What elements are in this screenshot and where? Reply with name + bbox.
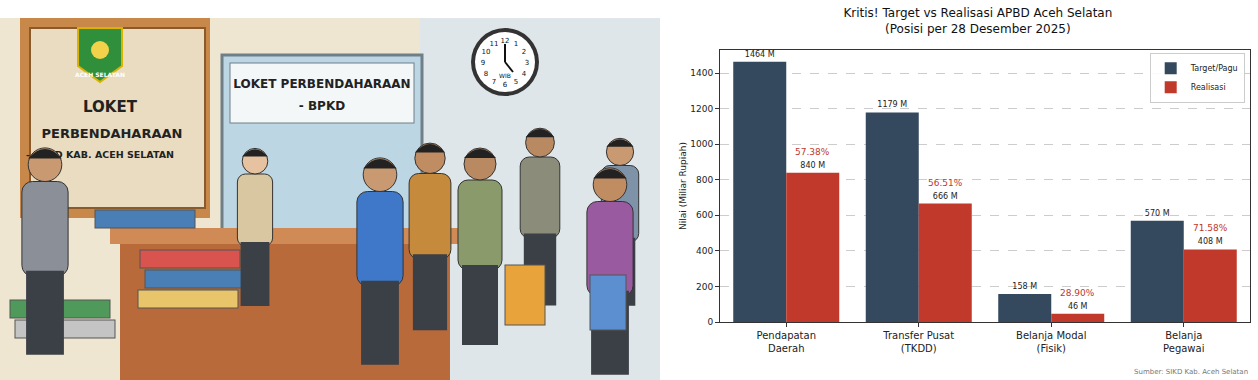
- svg-text:PendapatanDaerah: PendapatanDaerah: [756, 330, 816, 354]
- svg-text:WIB: WIB: [499, 72, 511, 79]
- svg-text:1179 M: 1179 M: [877, 100, 907, 109]
- svg-text:11: 11: [490, 40, 499, 48]
- svg-text:71.58%: 71.58%: [1193, 223, 1228, 233]
- svg-text:666 M: 666 M: [933, 192, 958, 201]
- svg-text:PERBENDAHARAAN: PERBENDAHARAAN: [42, 126, 183, 141]
- svg-text:2: 2: [522, 48, 526, 56]
- svg-text:1464 M: 1464 M: [745, 50, 775, 59]
- svg-text:46 M: 46 M: [1068, 302, 1088, 311]
- svg-text:57.38%: 57.38%: [795, 147, 830, 157]
- svg-text:Transfer Pusat(TKDD): Transfer Pusat(TKDD): [882, 330, 954, 354]
- svg-text:8: 8: [484, 70, 488, 78]
- svg-text:4: 4: [522, 70, 527, 78]
- svg-text:ACEH SELATAN: ACEH SELATAN: [75, 71, 125, 78]
- svg-text:- BPKD KAB. ACEH SELATAN: - BPKD KAB. ACEH SELATAN: [26, 149, 174, 160]
- svg-text:Target/Pagu: Target/Pagu: [1190, 64, 1238, 73]
- svg-text:9: 9: [481, 59, 485, 67]
- svg-text:BelanjaPegawai: BelanjaPegawai: [1163, 330, 1204, 354]
- svg-text:1200: 1200: [690, 104, 713, 114]
- svg-text:570 M: 570 M: [1145, 209, 1170, 218]
- svg-text:LOKET PERBENDAHARAAN: LOKET PERBENDAHARAAN: [233, 77, 410, 91]
- svg-text:800: 800: [696, 175, 713, 185]
- svg-text:1400: 1400: [690, 68, 713, 78]
- svg-text:12: 12: [501, 37, 510, 45]
- svg-text:600: 600: [696, 210, 713, 220]
- svg-text:1000: 1000: [690, 139, 713, 149]
- svg-text:7: 7: [492, 78, 496, 86]
- svg-text:10: 10: [481, 48, 490, 56]
- svg-text:200: 200: [696, 282, 713, 292]
- svg-text:158 M: 158 M: [1012, 282, 1037, 291]
- svg-text:Kritis! Target vs Realisasi AP: Kritis! Target vs Realisasi APBD Aceh Se…: [843, 6, 1112, 36]
- svg-text:1: 1: [514, 40, 518, 48]
- svg-text:6: 6: [503, 81, 508, 89]
- svg-text:- BPKD: - BPKD: [299, 99, 345, 113]
- svg-text:Belanja Modal(Fisik): Belanja Modal(Fisik): [1016, 330, 1086, 354]
- svg-text:56.51%: 56.51%: [928, 178, 963, 188]
- svg-text:400: 400: [696, 246, 713, 256]
- svg-text:840 M: 840 M: [800, 161, 825, 170]
- svg-text:5: 5: [514, 78, 518, 86]
- svg-text:Nilai (Miliar Rupiah): Nilai (Miliar Rupiah): [678, 142, 688, 230]
- svg-text:3: 3: [525, 59, 529, 67]
- svg-text:0: 0: [707, 317, 713, 327]
- svg-text:408 M: 408 M: [1198, 237, 1223, 246]
- svg-text:28.90%: 28.90%: [1060, 288, 1095, 298]
- svg-text:Sumber: SIKD Kab. Aceh Selatan: Sumber: SIKD Kab. Aceh Selatan: [1134, 368, 1248, 376]
- svg-text:Realisasi: Realisasi: [1191, 83, 1226, 92]
- svg-text:LOKET: LOKET: [83, 98, 138, 116]
